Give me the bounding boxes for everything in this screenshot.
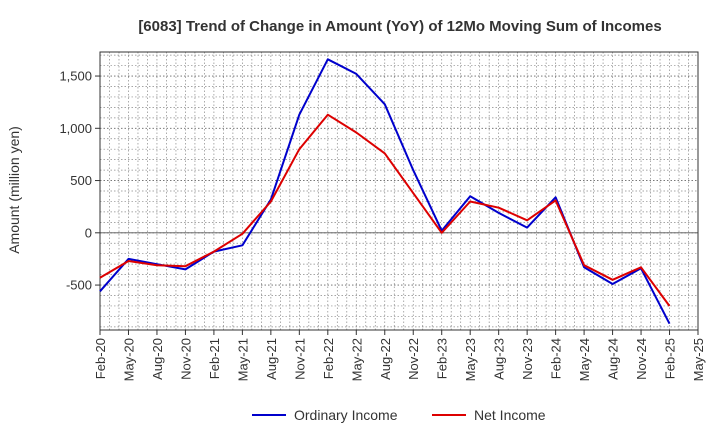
legend: Ordinary Income Net Income	[252, 407, 546, 423]
x-tick-label: May-22	[349, 338, 364, 381]
x-tick-label: Nov-22	[406, 338, 421, 380]
x-tick-label: Nov-23	[520, 338, 535, 380]
x-tick-label: May-21	[235, 338, 250, 381]
y-tick-label: 1,500	[59, 69, 92, 84]
x-tick-label: Aug-24	[606, 338, 621, 380]
y-tick-label: -500	[66, 278, 92, 293]
series-line-net-income	[99, 113, 671, 307]
y-tick-label: 500	[70, 173, 92, 188]
x-tick-label: Feb-25	[663, 338, 678, 379]
axis-layer: -500 0 500 1,000 1,500 Feb-20 May-20 Aug-20 Nov-…	[59, 51, 706, 381]
x-tick-label: May-23	[463, 338, 478, 381]
x-tick-label: Nov-20	[178, 338, 193, 380]
x-tick-label: Feb-20	[93, 338, 108, 379]
grid-layer	[99, 52, 699, 330]
x-tick-label: Feb-24	[549, 338, 564, 379]
legend-label: Net Income	[474, 407, 546, 423]
x-tick-label: May-25	[691, 338, 706, 381]
x-tick-label: Aug-23	[492, 338, 507, 380]
x-tick-label: Aug-20	[150, 338, 165, 380]
x-tick-label: Nov-24	[634, 338, 649, 380]
x-tick-label: Feb-23	[435, 338, 450, 379]
x-tick-label: Feb-21	[207, 338, 222, 379]
y-tick-label: 1,000	[59, 121, 92, 136]
x-tick-label: Aug-21	[264, 338, 279, 380]
y-axis-label: Amount (million yen)	[6, 126, 22, 254]
plot-border	[99, 51, 699, 331]
x-tick-label: Nov-21	[292, 338, 307, 380]
x-tick-label: Feb-22	[321, 338, 336, 379]
series-layer	[99, 58, 671, 325]
legend-label: Ordinary Income	[294, 407, 398, 423]
x-tick-label: May-24	[577, 338, 592, 381]
x-tick-label: Aug-22	[378, 338, 393, 380]
y-tick-label: 0	[85, 225, 92, 240]
chart-title: [6083] Trend of Change in Amount (YoY) o…	[138, 18, 661, 35]
x-tick-label: May-20	[121, 338, 136, 381]
